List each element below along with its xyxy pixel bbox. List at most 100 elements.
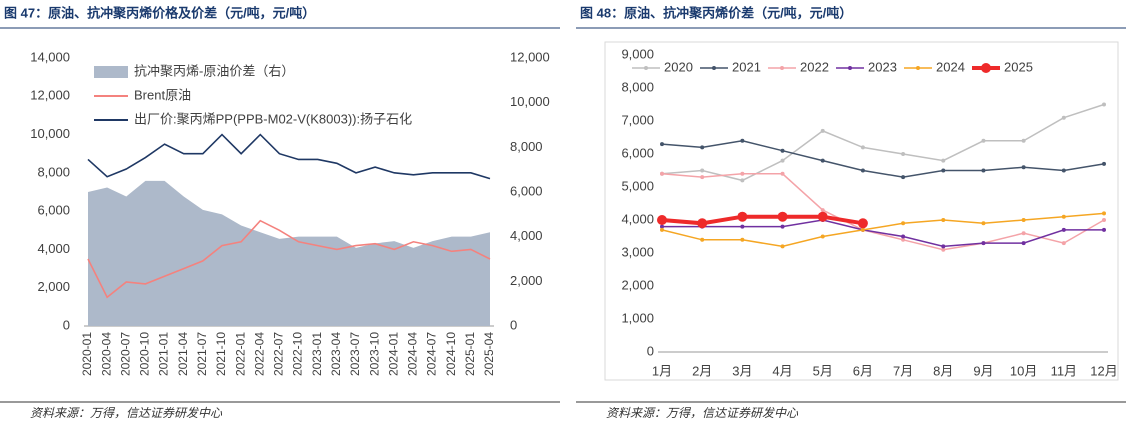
point [1102,227,1106,232]
x-tick-label: 6月 [853,363,873,378]
point [660,171,664,176]
chart-title: 图 47：原油、抗冲聚丙烯价格及价差（元/吨，元/吨） [4,5,315,20]
x-tick-label: 8月 [933,363,953,378]
legend-swatch [94,66,128,78]
point [780,158,785,163]
y-tick-label: 9,000 [621,46,654,61]
point [941,244,946,249]
point [1021,165,1026,170]
point [1021,218,1026,222]
point [817,211,828,222]
y-tick-label: 0 [63,317,70,332]
x-tick-label: 2023-10 [367,332,381,376]
point [1102,102,1106,107]
x-tick-label: 1月 [652,363,672,378]
point [941,247,946,252]
y-tick-label: 7,000 [621,112,654,127]
point [941,158,946,163]
legend-swatch [644,66,648,70]
x-tick-label: 2024-10 [444,332,458,376]
x-tick-label: 2021-01 [157,332,171,376]
point [820,234,825,239]
x-tick-label: 2025-01 [463,332,477,376]
legend-label: 2024 [936,59,965,74]
series-line [87,219,491,299]
y-tick-label: 6,000 [37,203,70,218]
x-tick-label: 2020-04 [99,332,113,376]
series-line [662,219,1104,248]
chart-title: 图 48：原油、抗冲聚丙烯价差（元/吨，元/吨） [580,5,852,20]
legend-label: 2021 [732,59,761,74]
x-tick-label: 2023-07 [348,332,362,376]
point [981,241,986,246]
point [901,221,906,226]
point [697,218,708,229]
y-tick-label: 12,000 [30,88,70,103]
legend-label: 2020 [664,59,693,74]
point [941,168,946,173]
x-tick-label: 2020-10 [138,332,152,376]
legend-label: 出厂价:聚丙烯PP(PPB-M02-V(K8003)):扬子石化 [134,111,412,126]
point [1021,241,1026,246]
legend-swatch [712,66,716,70]
x-tick-label: 2023-01 [310,332,324,376]
point [660,224,664,229]
point [820,158,825,163]
point [700,237,705,242]
x-tick-label: 2022-01 [233,332,247,376]
x-tick-label: 2022-07 [272,332,286,376]
point [660,142,664,147]
y-tick-label: 1,000 [621,310,654,325]
series-line [87,133,491,180]
point [700,145,705,150]
point [1102,218,1106,222]
series-line [661,214,864,226]
x-tick-label: 2020-01 [80,332,94,376]
point [740,237,745,242]
x-tick-label: 2023-04 [329,332,343,376]
point [1061,241,1066,246]
y2-tick-label: 0 [510,317,517,332]
y-tick-label: 8,000 [37,164,70,179]
point [700,175,705,180]
point [901,175,906,180]
y-tick-label: 8,000 [621,79,654,94]
point [1061,227,1066,232]
point [857,218,868,229]
legend-swatch [981,63,991,73]
point [740,171,745,176]
point [740,178,745,183]
y-tick-label: 2,000 [37,279,70,294]
point [780,171,785,176]
legend-label: Brent原油 [134,87,191,102]
point [780,244,785,249]
series-line [661,103,1105,182]
point [981,138,986,143]
series-line [661,173,1105,251]
point [860,227,865,232]
x-tick-label: 2022-04 [252,332,266,376]
y-tick-label: 14,000 [30,49,70,64]
y2-tick-label: 12,000 [510,49,550,64]
legend-label: 抗冲聚丙烯-原油价差（右） [134,63,294,78]
point [901,237,906,242]
point [941,218,946,222]
area [88,180,490,326]
point [860,145,865,150]
x-tick-label: 2024-01 [386,332,400,376]
x-tick-label: 5月 [813,363,833,378]
legend-label: 2025 [1004,59,1033,74]
point [1021,138,1026,143]
y-tick-label: 2,000 [621,277,654,292]
x-tick-label: 12月 [1090,363,1117,378]
legend-swatch [848,66,852,70]
chart-frame [604,41,1119,381]
x-tick-label: 2024-07 [425,332,439,376]
y2-tick-label: 6,000 [510,183,543,198]
point [780,224,785,229]
x-tick-label: 3月 [732,363,752,378]
y2-tick-label: 2,000 [510,273,543,288]
x-tick-label: 7月 [893,363,913,378]
point [780,148,785,153]
